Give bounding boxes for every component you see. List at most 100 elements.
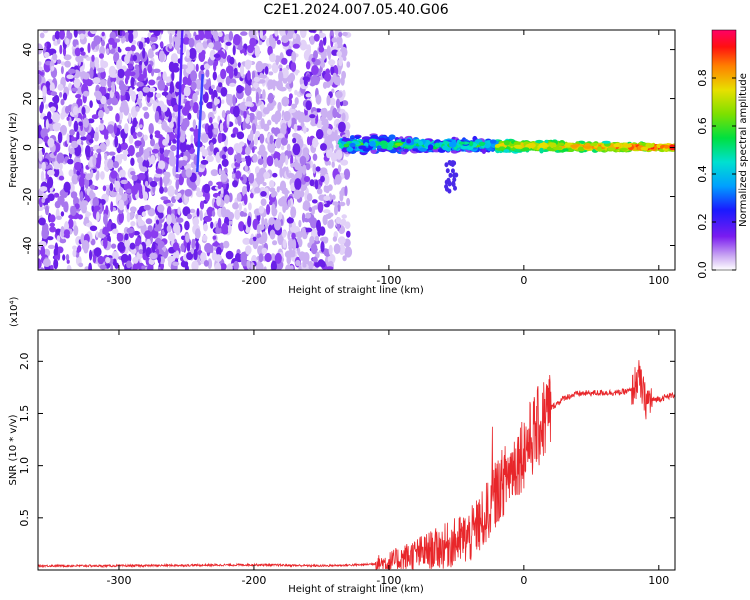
y-tick-label: 20 — [21, 92, 34, 106]
spectrogram-noise-cell — [281, 57, 288, 65]
spectrogram-noise-cell — [157, 240, 165, 249]
spectrogram-noise-cell — [282, 239, 287, 249]
spectrogram-noise-cell — [311, 65, 319, 75]
spectrogram-noise-cell — [316, 188, 323, 195]
spectrogram-signal-cell — [613, 143, 621, 148]
spectrogram-noise-cell — [62, 92, 68, 101]
spectrogram-noise-cell — [258, 180, 263, 185]
spectrogram-noise-cell — [331, 88, 335, 94]
spectrogram-noise-cell — [193, 248, 198, 261]
spectrogram-noise-cell — [191, 260, 199, 270]
spectrogram-noise-cell — [177, 206, 181, 216]
spectrogram-noise-cell — [39, 71, 44, 76]
spectrogram-noise-cell — [338, 56, 343, 67]
spectrogram-noise-cell — [167, 30, 176, 36]
spectrogram-noise-cell — [182, 155, 188, 162]
spectrogram-signal-cell — [452, 172, 457, 178]
spectrogram-noise-cell — [210, 169, 219, 177]
spectrogram-noise-cell — [130, 76, 135, 89]
spectrogram-noise-cell — [269, 187, 276, 193]
spectrogram-noise-cell — [220, 193, 224, 198]
spectrogram-noise-cell — [247, 215, 252, 228]
spectrogram-signal-cell — [451, 180, 456, 186]
spectrogram-noise-cell — [284, 155, 289, 166]
spectrogram-signal-cell — [562, 148, 569, 152]
spectrogram-signal-cell — [522, 147, 530, 152]
spectrogram-noise-cell — [220, 206, 227, 218]
y-tick-label: 1.5 — [18, 405, 31, 423]
spectrogram-noise-cell — [80, 167, 84, 180]
x-tick-label: -300 — [106, 274, 131, 287]
spectrogram-noise-cell — [70, 205, 77, 216]
spectrogram-noise-cell — [63, 201, 69, 213]
spectrogram-noise-cell — [138, 249, 143, 255]
spectrogram-noise-cell — [93, 131, 99, 142]
spectrogram-noise-cell — [260, 198, 267, 206]
spectrogram-noise-cell — [38, 61, 42, 66]
spectrogram-noise-cell — [85, 212, 92, 217]
spectrogram-noise-cell — [253, 76, 261, 82]
spectrogram-noise-cell — [269, 53, 277, 63]
colorbar-label: Normalized spectral amplitude — [738, 73, 749, 227]
spectrogram-noise-cell — [167, 255, 176, 263]
spectrogram-noise-cell — [128, 134, 134, 144]
snr-frame — [37, 329, 676, 571]
spectrogram-noise-cell — [72, 245, 77, 251]
spectrogram-noise-cell — [47, 180, 51, 193]
spectrogram-noise-cell — [89, 100, 93, 108]
spectrogram-noise-cell — [234, 209, 241, 221]
spectrogram-noise-cell — [276, 186, 280, 193]
spectrogram-noise-cell — [325, 68, 331, 75]
spectrogram-noise-cell — [72, 39, 77, 47]
spectrogram-noise-cell — [332, 201, 339, 206]
y-tick-label: -20 — [21, 188, 34, 206]
spectrogram-noise-cell — [257, 158, 264, 165]
spectrogram-noise-cell — [236, 84, 243, 94]
spectrogram-noise-cell — [305, 61, 311, 70]
spectrogram-noise-cell — [291, 232, 296, 240]
spectrogram-noise-cell — [96, 163, 101, 169]
spectrogram-noise-cell — [49, 226, 56, 233]
spectrogram-noise-cell — [169, 32, 173, 45]
spectrogram-noise-cell — [68, 169, 74, 177]
spectrogram-noise-cell — [310, 206, 316, 215]
spectrogram-noise-cell — [161, 91, 169, 96]
spectrogram-signal-cell — [640, 146, 649, 151]
spectrogram-noise-cell — [103, 129, 109, 137]
spectrogram-noise-cell — [320, 62, 326, 68]
spectrogram-noise-cell — [189, 208, 196, 214]
spectrogram-noise-cell — [233, 260, 239, 270]
spectrogram-noise-cell — [267, 141, 276, 153]
spectrogram-noise-cell — [326, 45, 331, 57]
spectrogram-noise-cell — [103, 236, 108, 249]
spectrogram-noise-cell — [44, 42, 48, 48]
spectrogram-noise-cell — [69, 147, 75, 155]
spectrogram-noise-cell — [320, 143, 327, 151]
spectrogram-noise-cell — [99, 45, 106, 56]
spectrogram-noise-cell — [50, 91, 58, 96]
spectrogram-noise-cell — [91, 114, 99, 120]
x-tick-label: 0 — [520, 574, 527, 587]
spectrogram-noise-cell — [99, 53, 104, 59]
spectrogram-noise-cell — [200, 252, 207, 263]
spectrogram-noise-cell — [159, 186, 164, 194]
spectrogram-noise-cell — [316, 219, 321, 232]
spectrogram-noise-cell — [346, 61, 351, 68]
spectrogram-noise-cell — [336, 36, 343, 46]
spectrogram-noise-cell — [59, 162, 63, 170]
spectrogram-noise-cell — [328, 59, 336, 66]
spectrogram-noise-cell — [203, 63, 211, 70]
spectrogram-noise-cell — [175, 223, 181, 236]
spectrogram-noise-cell — [217, 217, 222, 229]
spectrogram-noise-cell — [186, 242, 191, 252]
spectrogram-noise-cell — [198, 30, 205, 41]
spectrogram-noise-cell — [252, 236, 257, 242]
spectrogram-noise-cell — [246, 259, 251, 270]
spectrogram-noise-cell — [187, 112, 192, 120]
colorbar-tick-label: 0.0 — [696, 261, 709, 279]
spectrogram-noise-cell — [141, 211, 147, 217]
spectrogram-noise-cell — [190, 134, 194, 144]
spectrogram-noise-cell — [335, 98, 341, 109]
spectrogram-signal-cell — [590, 142, 598, 147]
spectrogram-noise-cell — [134, 140, 142, 147]
